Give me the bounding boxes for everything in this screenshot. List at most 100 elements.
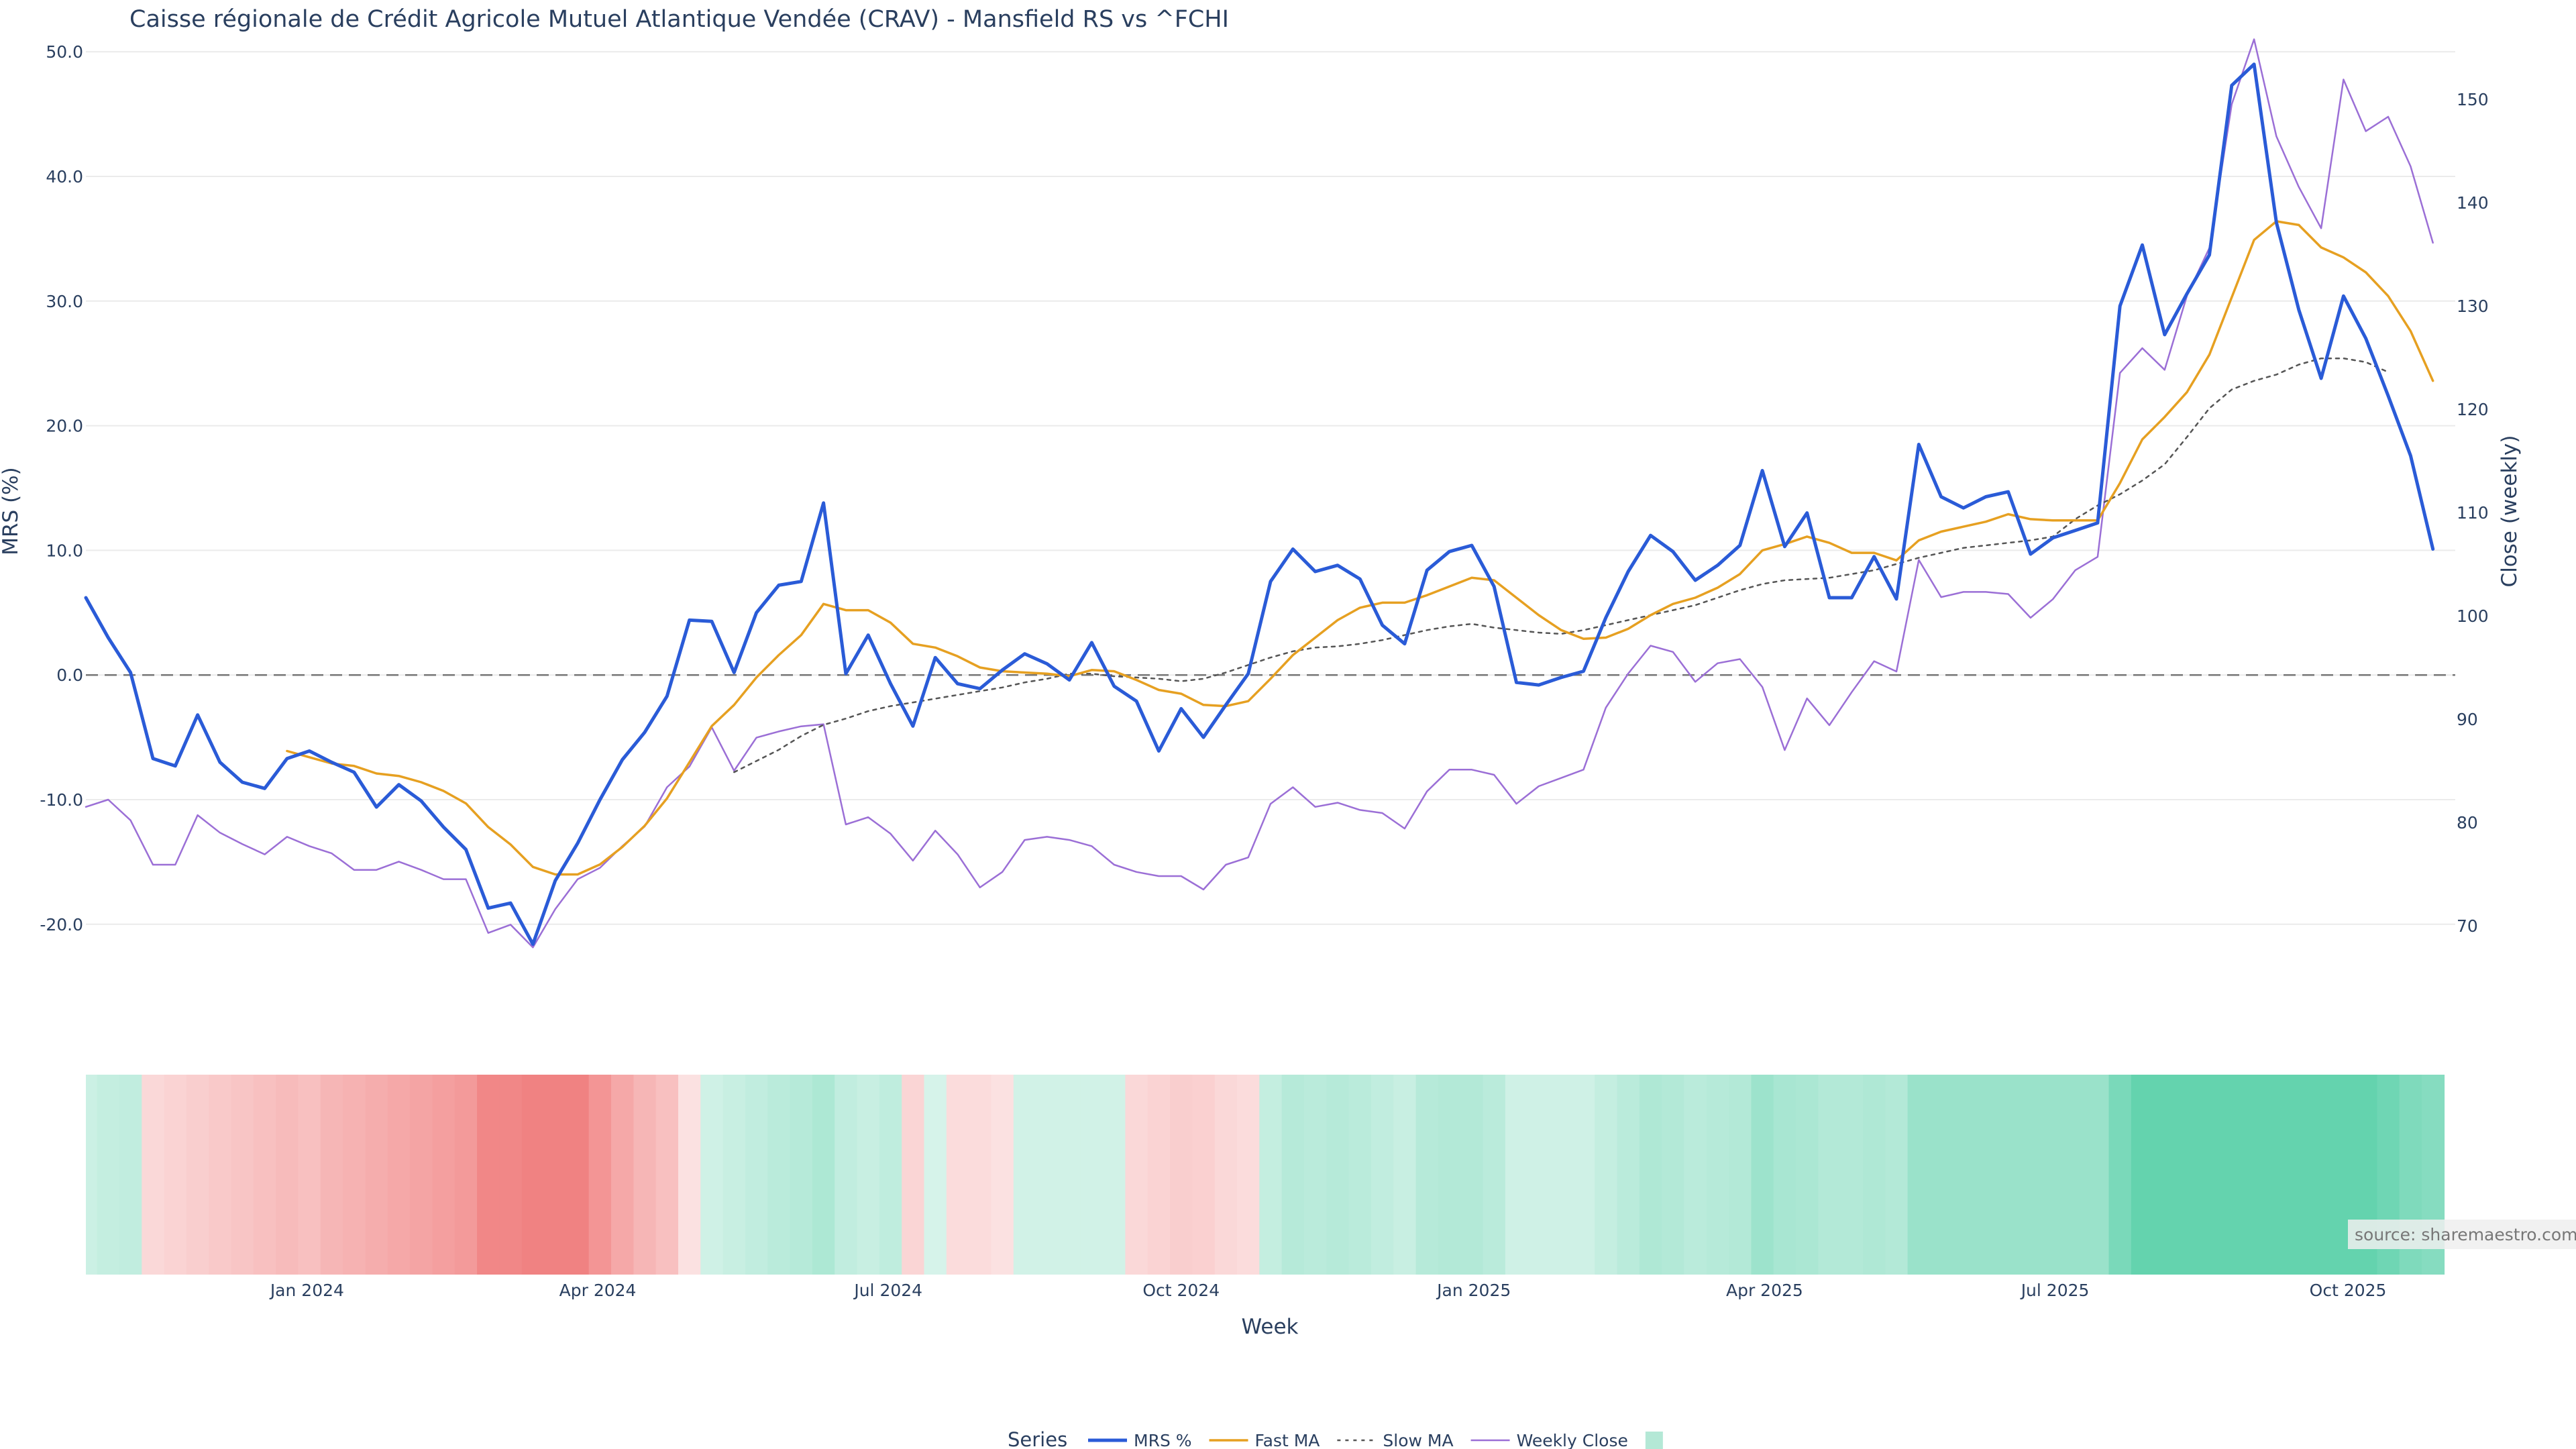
- heatmap-cell: [678, 1075, 702, 1275]
- x-axis-label: Week: [1242, 1315, 1299, 1339]
- heatmap-cell: [924, 1075, 947, 1275]
- heatmap-cell: [2310, 1075, 2333, 1275]
- heatmap-cell: [722, 1075, 746, 1275]
- heatmap-cell: [1281, 1075, 1305, 1275]
- heatmap-cell: [1326, 1075, 1350, 1275]
- heatmap-cell: [2243, 1075, 2266, 1275]
- heatmap-cell: [588, 1075, 612, 1275]
- heatmap-cell: [2288, 1075, 2311, 1275]
- heatmap-cell: [1952, 1075, 1976, 1275]
- heatmap-cell: [521, 1075, 545, 1275]
- heatmap-cell: [1125, 1075, 1148, 1275]
- y-axis-ticks: 50.0 40.0 30.0 20.0 10.0 0.0 -10.0 -20.0: [40, 42, 83, 934]
- y-tick-label: -20.0: [40, 915, 83, 934]
- series-line-slow-ma: [733, 357, 2390, 773]
- heatmap-cell: [1237, 1075, 1260, 1275]
- heatmap-cell: [2086, 1075, 2110, 1275]
- x-tick-label: Apr 2024: [559, 1281, 637, 1300]
- chart-title: Caisse régionale de Crédit Agricole Mutu…: [129, 6, 1229, 33]
- heatmap-cell: [276, 1075, 299, 1275]
- heatmap-cell: [879, 1075, 902, 1275]
- heatmap-cell: [544, 1075, 568, 1275]
- mrs-heatmap-strip: [86, 1075, 2445, 1275]
- x-tick-label: Oct 2025: [2310, 1281, 2387, 1300]
- y-tick-label: 0.0: [56, 665, 83, 685]
- heatmap-cell: [566, 1075, 590, 1275]
- heatmap-cell: [1550, 1075, 1573, 1275]
- heatmap-cell: [700, 1075, 724, 1275]
- heatmap-cell: [1639, 1075, 1662, 1275]
- heatmap-cell: [1505, 1075, 1528, 1275]
- heatmap-cell: [1572, 1075, 1595, 1275]
- y2-tick-label: 150: [2457, 90, 2489, 109]
- heatmap-cell: [2019, 1075, 2043, 1275]
- heatmap-cell: [1214, 1075, 1238, 1275]
- heatmap-cell: [1818, 1075, 1841, 1275]
- heatmap-cell: [1751, 1075, 1774, 1275]
- y-tick-label: 10.0: [46, 541, 83, 560]
- source-annotation-box: [2348, 1220, 2576, 1249]
- heatmap-cell: [1058, 1075, 1081, 1275]
- heatmap-cell: [835, 1075, 858, 1275]
- heatmap-cell: [767, 1075, 791, 1275]
- heatmap-cell: [1147, 1075, 1171, 1275]
- y2-tick-label: 80: [2457, 813, 2478, 833]
- heatmap-cell: [1796, 1075, 1819, 1275]
- x-tick-label: Jan 2025: [1436, 1281, 1511, 1300]
- y-tick-label: 20.0: [46, 417, 83, 436]
- heatmap-cell: [1192, 1075, 1216, 1275]
- x-tick-label: Oct 2024: [1142, 1281, 1220, 1300]
- legend-entry: MRS %: [1134, 1431, 1192, 1449]
- heatmap-cell: [1706, 1075, 1729, 1275]
- heatmap-cell: [1930, 1075, 1953, 1275]
- heatmap-cell: [410, 1075, 433, 1275]
- heatmap-cell: [633, 1075, 657, 1275]
- heatmap-cell: [1974, 1075, 1998, 1275]
- heatmap-cell: [298, 1075, 321, 1275]
- y2-tick-label: 130: [2457, 297, 2489, 316]
- heatmap-cell: [209, 1075, 232, 1275]
- heatmap-cell: [1103, 1075, 1126, 1275]
- legend-title: Series: [1008, 1428, 1067, 1449]
- heatmap-cell: [1013, 1075, 1036, 1275]
- heatmap-cell: [2153, 1075, 2177, 1275]
- y-tick-label: -10.0: [40, 790, 83, 810]
- series-lines: [84, 38, 2435, 949]
- heatmap-cell: [991, 1075, 1014, 1275]
- y2-tick-label: 90: [2457, 710, 2478, 729]
- heatmap-cell: [611, 1075, 635, 1275]
- heatmap-cell: [164, 1075, 187, 1275]
- x-tick-label: Jul 2024: [853, 1281, 922, 1300]
- source-annotation: source: sharemaestro.com: [2348, 1220, 2576, 1249]
- heatmap-cell: [320, 1075, 343, 1275]
- heatmap-cell: [2108, 1075, 2132, 1275]
- heatmap-cell: [1460, 1075, 1484, 1275]
- heatmap-cell: [365, 1075, 388, 1275]
- heatmap-cell: [1617, 1075, 1640, 1275]
- y-tick-label: 50.0: [46, 42, 83, 62]
- y2-axis-label: Close (weekly): [2498, 435, 2522, 588]
- heatmap-cell: [1907, 1075, 1931, 1275]
- heatmap-cell: [902, 1075, 925, 1275]
- y2-tick-label: 100: [2457, 606, 2489, 626]
- heatmap-cell: [1662, 1075, 1685, 1275]
- heatmap-cell: [2265, 1075, 2288, 1275]
- x-tick-label: Apr 2025: [1726, 1281, 1803, 1300]
- heatmap-cell: [1036, 1075, 1059, 1275]
- heatmap-cell: [655, 1075, 679, 1275]
- x-axis-ticks: Jan 2024 Apr 2024 Jul 2024 Oct 2024 Jan 2025…: [269, 1281, 2387, 1300]
- heatmap-cell: [432, 1075, 455, 1275]
- heatmap-cell: [1996, 1075, 2020, 1275]
- heatmap-cell: [1371, 1075, 1394, 1275]
- heatmap-cell: [745, 1075, 769, 1275]
- heatmap-cell: [1885, 1075, 1909, 1275]
- heatmap-cell: [1483, 1075, 1506, 1275]
- y2-tick-label: 110: [2457, 503, 2489, 523]
- y-axis-label: MRS (%): [0, 467, 23, 555]
- heatmap-cell: [86, 1075, 98, 1275]
- y2-tick-label: 140: [2457, 193, 2489, 213]
- heatmap-cell: [186, 1075, 209, 1275]
- y2-axis-ticks: 150 140 130 120 110 100 90 80 70: [2457, 90, 2489, 936]
- heatmap-cell: [2041, 1075, 2065, 1275]
